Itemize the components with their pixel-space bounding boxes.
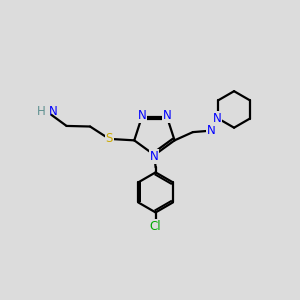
Text: Cl: Cl bbox=[150, 220, 161, 233]
Text: N: N bbox=[149, 150, 158, 163]
Text: S: S bbox=[106, 132, 113, 146]
Text: N: N bbox=[163, 109, 171, 122]
Text: N: N bbox=[207, 124, 215, 137]
Text: N: N bbox=[138, 109, 146, 122]
Text: N: N bbox=[212, 112, 221, 125]
Text: H: H bbox=[37, 105, 46, 118]
Text: N: N bbox=[49, 105, 58, 118]
